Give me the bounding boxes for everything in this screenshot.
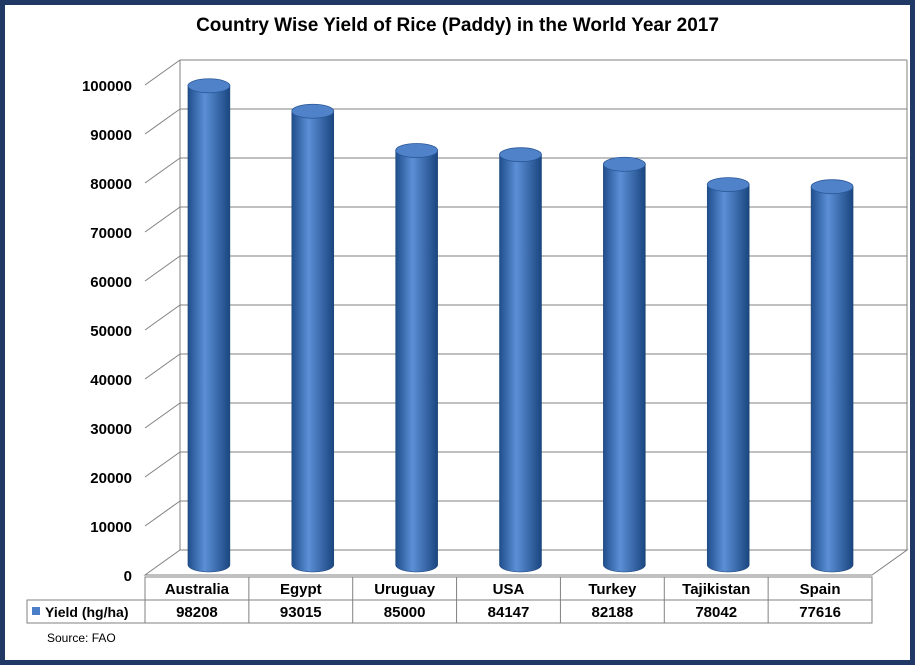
bar (187, 78, 231, 573)
bar (291, 103, 335, 573)
source-note: Source: FAO (47, 631, 116, 645)
legend-swatch (32, 607, 40, 615)
y-tick-label: 10000 (90, 519, 132, 536)
gridline-diagonal (144, 59, 181, 86)
x-tick-label: Australia (165, 581, 230, 598)
y-tick-label: 30000 (90, 421, 132, 438)
bar-top (499, 147, 542, 163)
bar (499, 147, 542, 573)
x-tick-label: Tajikistan (682, 581, 750, 598)
x-tick-label: Spain (800, 581, 841, 598)
chart-title: Country Wise Yield of Rice (Paddy) in th… (196, 15, 719, 36)
data-label: 85000 (384, 604, 426, 621)
y-tick-label: 90000 (90, 127, 132, 144)
x-tick-label: Egypt (280, 581, 322, 598)
gridline-diagonal (144, 108, 181, 135)
data-label: 77616 (799, 604, 841, 621)
y-tick-label: 80000 (90, 176, 132, 193)
data-label: 93015 (280, 604, 322, 621)
gridline-diagonal (144, 402, 181, 429)
y-tick-label: 40000 (90, 372, 132, 389)
y-tick-label: 70000 (90, 225, 132, 242)
gridline-diagonal (144, 500, 181, 527)
gridline-diagonal (144, 304, 181, 331)
bar-body (810, 186, 854, 573)
bar-top (602, 156, 646, 172)
chart-floor (143, 549, 909, 576)
bar-top (395, 143, 439, 158)
bars (187, 78, 854, 573)
bar (395, 143, 439, 573)
bar-top (291, 103, 335, 119)
data-table: Yield (hg/ha) Australia 98208 Egypt 93015 Uru… (26, 576, 873, 624)
bar (602, 156, 646, 573)
x-tick-label: Uruguay (374, 581, 436, 598)
gridline-diagonal (144, 206, 181, 233)
gridline-diagonal (144, 353, 181, 380)
table-value-row (26, 599, 873, 624)
data-label: 78042 (695, 604, 737, 621)
data-label: 82188 (591, 604, 633, 621)
y-tick-label: 60000 (90, 274, 132, 291)
bar-body (706, 184, 750, 573)
y-tick-label: 100000 (82, 78, 132, 95)
gridline-diagonal (144, 451, 181, 478)
y-tick-label: 50000 (90, 323, 132, 340)
bar (706, 177, 750, 573)
y-tick-label: 20000 (90, 470, 132, 487)
bar-top (187, 78, 231, 94)
bar-body (187, 85, 231, 573)
y-axis: 0 10000 20000 30000 40000 50000 60000 70000 8000… (82, 78, 132, 585)
bar-body (499, 154, 542, 573)
x-tick-label: USA (493, 581, 525, 598)
bar (810, 179, 854, 573)
y-tick-label: 0 (124, 568, 132, 585)
gridline-diagonal (144, 255, 181, 282)
bar-body (603, 164, 646, 573)
legend-label: Yield (hg/ha) (45, 604, 128, 620)
data-label: 98208 (176, 604, 218, 621)
bar-body (291, 110, 335, 573)
gridline-diagonal (144, 157, 181, 184)
bar-top (706, 177, 750, 192)
bar-top (810, 179, 854, 195)
bar-body (395, 150, 438, 573)
data-label: 84147 (488, 604, 530, 621)
x-tick-label: Turkey (588, 581, 637, 598)
